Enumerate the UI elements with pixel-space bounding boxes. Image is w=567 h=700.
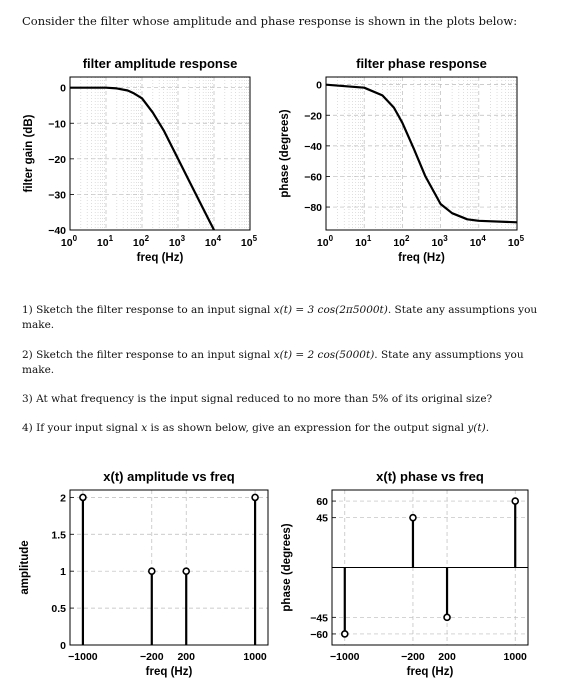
x-tick-label: 105 bbox=[241, 234, 258, 249]
y-tick-label: 0.5 bbox=[51, 603, 66, 615]
question-3-text: 3) At what frequency is the input signal… bbox=[22, 393, 493, 405]
y-tick-label: 45 bbox=[316, 513, 328, 525]
response-curve bbox=[70, 86, 215, 231]
x-tick-label: 1000 bbox=[504, 651, 528, 663]
x-axis-label: freq (Hz) bbox=[146, 666, 193, 678]
plot-frame bbox=[69, 76, 251, 231]
x-tick-label: 103 bbox=[169, 234, 186, 249]
question-2: 2) Sketch the filter response to an inpu… bbox=[22, 348, 544, 378]
x-axis-label: freq (Hz) bbox=[398, 252, 445, 264]
y-tick-label: 0 bbox=[60, 640, 66, 652]
x-tick-label: −1000 bbox=[68, 651, 98, 663]
question-1-math: x(t) = 3 cos(2π5000t) bbox=[273, 304, 388, 316]
question-4-math: x bbox=[141, 422, 148, 434]
x-axis-label: freq (Hz) bbox=[137, 252, 184, 264]
y-tick-label: −40 bbox=[48, 225, 66, 237]
stem-marker bbox=[340, 630, 349, 638]
y-tick-label: −20 bbox=[304, 110, 322, 122]
x-tick-label: −200 bbox=[401, 651, 425, 663]
y-tick-label: 2 bbox=[60, 492, 66, 504]
x-tick-label: 101 bbox=[355, 234, 372, 249]
x-tick-label: 100 bbox=[317, 234, 334, 249]
intro-text: Consider the filter whose amplitude and … bbox=[22, 14, 518, 28]
y-tick-label: −40 bbox=[304, 141, 322, 153]
question-2-math: x(t) = 2 cos(5000t) bbox=[273, 349, 375, 361]
y-tick-label: −30 bbox=[48, 189, 66, 201]
x-axis-label: freq (Hz) bbox=[407, 666, 454, 678]
y-tick-label: −60 bbox=[304, 171, 322, 183]
y-tick-label: −45 bbox=[310, 612, 328, 624]
question-4-text: 4) If your input signal bbox=[22, 422, 142, 434]
question-2-tail: . State any assumptions you make. bbox=[22, 349, 524, 376]
x-tick-label: 102 bbox=[133, 234, 150, 249]
chart-title: x(t) phase vs freq bbox=[376, 469, 484, 484]
question-4-mid: is as shown below, give an expression fo… bbox=[147, 422, 468, 434]
y-axis-label: phase (degrees) bbox=[281, 523, 293, 611]
x-tick-label: 1000 bbox=[243, 651, 267, 663]
stem-marker bbox=[443, 613, 451, 622]
y-tick-label: 1 bbox=[60, 566, 66, 578]
plot-frame bbox=[325, 76, 518, 231]
stem-marker bbox=[409, 513, 417, 522]
y-tick-label: −60 bbox=[310, 629, 328, 641]
x-tick-label: −1000 bbox=[330, 651, 360, 663]
x-tick-label: 103 bbox=[432, 234, 449, 249]
x-tick-label: 101 bbox=[97, 234, 114, 249]
x-tick-label: 200 bbox=[438, 651, 456, 663]
y-tick-label: 1.5 bbox=[51, 529, 66, 541]
question-4-tail: . bbox=[485, 422, 490, 434]
question-2-text: 2) Sketch the filter response to an inpu… bbox=[22, 349, 274, 361]
question-4-math-2: y(t) bbox=[467, 422, 486, 434]
question-3: 3) At what frequency is the input signal… bbox=[22, 392, 544, 407]
x-tick-label: 200 bbox=[177, 651, 195, 663]
stem-marker bbox=[182, 567, 191, 575]
question-4: 4) If your input signal x is as shown be… bbox=[22, 421, 544, 436]
stem-marker bbox=[79, 493, 87, 502]
question-1-text: 1) Sketch the filter response to an inpu… bbox=[22, 304, 274, 316]
stem-marker bbox=[251, 493, 259, 502]
question-1-tail: . State any assumptions you make. bbox=[22, 304, 538, 331]
y-tick-label: 0 bbox=[60, 83, 66, 95]
x-tick-label: 104 bbox=[470, 234, 487, 249]
chart-title: filter phase response bbox=[356, 56, 487, 71]
y-axis-label: phase (degrees) bbox=[279, 109, 291, 197]
question-1: 1) Sketch the filter response to an inpu… bbox=[22, 303, 544, 333]
x-tick-label: 105 bbox=[508, 234, 525, 249]
y-tick-label: 0 bbox=[316, 80, 322, 92]
stem-marker bbox=[511, 497, 520, 505]
y-tick-label: −80 bbox=[304, 202, 322, 214]
y-axis-label: filter gain (dB) bbox=[23, 114, 35, 192]
y-tick-label: −10 bbox=[48, 118, 66, 130]
y-axis-label: amplitude bbox=[19, 540, 31, 594]
plot-frame bbox=[69, 489, 269, 646]
y-tick-label: −20 bbox=[48, 154, 66, 166]
x-tick-label: 104 bbox=[205, 234, 222, 249]
chart-title: filter amplitude response bbox=[83, 56, 238, 71]
stem-marker bbox=[147, 567, 156, 575]
x-tick-label: 102 bbox=[393, 234, 410, 249]
x-tick-label: 100 bbox=[61, 234, 78, 249]
response-curve bbox=[325, 83, 518, 224]
chart-title: x(t) amplitude vs freq bbox=[103, 469, 235, 484]
y-tick-label: 60 bbox=[316, 496, 328, 508]
x-tick-label: −200 bbox=[140, 651, 164, 663]
